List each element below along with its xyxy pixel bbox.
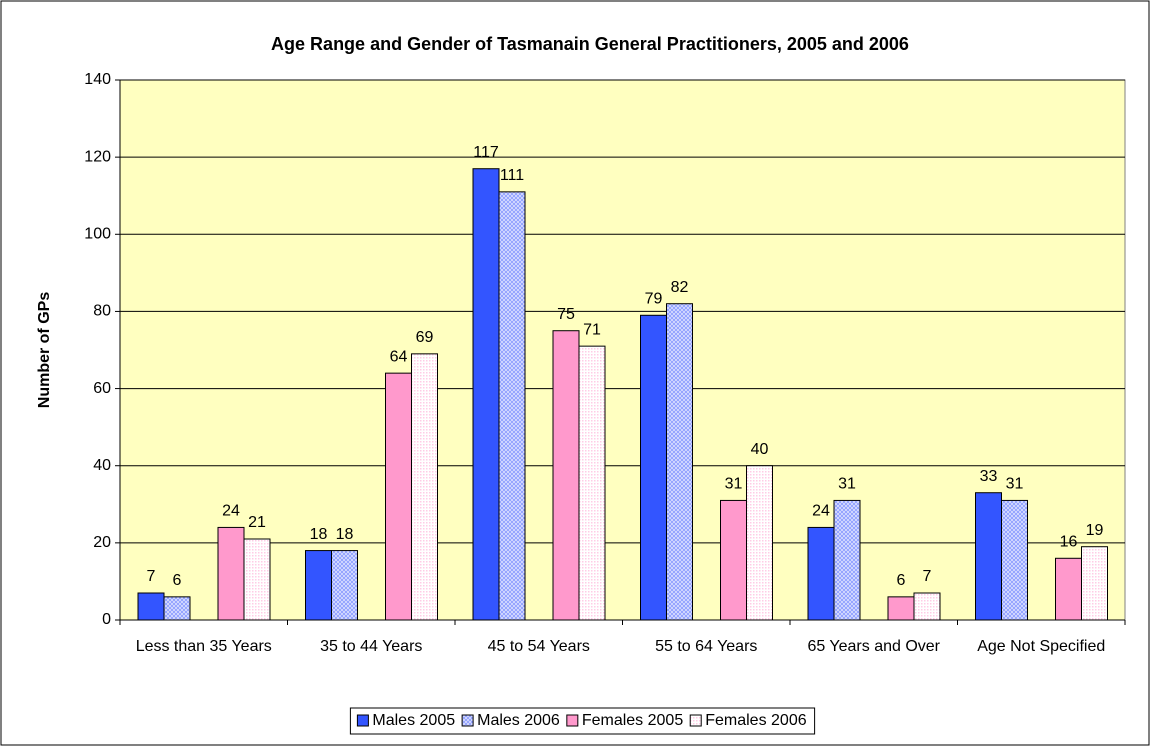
y-tick-label: 60 (93, 380, 111, 397)
data-label: 31 (725, 476, 743, 493)
bar (807, 526, 835, 621)
data-label: 33 (980, 468, 998, 485)
legend-label: Females 2005 (582, 712, 683, 729)
x-tick-label: 45 to 54 Years (487, 638, 590, 655)
bar (887, 596, 915, 621)
data-label: 6 (897, 572, 906, 589)
x-tick-label: 55 to 64 Years (655, 638, 758, 655)
legend-swatch (461, 714, 474, 727)
y-tick-label: 120 (84, 148, 111, 165)
x-tick-label: 35 to 44 Years (320, 638, 423, 655)
plot-area (119, 79, 1126, 621)
y-tick-label: 40 (93, 457, 111, 474)
legend-swatch (566, 714, 579, 727)
data-label: 24 (222, 503, 240, 520)
bar (666, 303, 693, 621)
y-tick-label: 20 (93, 534, 111, 551)
data-label: 19 (1086, 522, 1104, 539)
data-label: 31 (838, 476, 856, 493)
bar (720, 499, 747, 621)
bar (746, 465, 773, 621)
data-label: 69 (416, 329, 434, 346)
legend (349, 707, 816, 735)
data-label: 117 (473, 144, 499, 161)
data-label: 79 (645, 291, 663, 308)
data-label: 82 (671, 279, 689, 296)
x-tick-label: Less than 35 Years (135, 638, 272, 655)
data-label: 6 (173, 572, 182, 589)
bar (472, 168, 500, 621)
y-tick-label: 80 (93, 303, 111, 320)
x-tick-label: 65 Years and Over (807, 638, 941, 655)
bar (385, 372, 412, 621)
bar (1055, 557, 1082, 621)
data-label: 21 (248, 514, 266, 531)
bar (498, 191, 526, 621)
y-axis-label: Number of GPs (36, 292, 53, 409)
bar (305, 550, 332, 621)
chart-title: Age Range and Gender of Tasmanain Genera… (271, 34, 909, 54)
bar (975, 492, 1002, 621)
data-label: 111 (500, 167, 524, 184)
bar (640, 314, 667, 621)
y-tick-label: 0 (102, 611, 111, 628)
legend-swatch (356, 714, 369, 727)
bar (137, 592, 165, 621)
bar (163, 596, 191, 621)
bar (243, 538, 271, 621)
bar (552, 330, 580, 621)
data-label: 18 (310, 526, 328, 543)
data-label: 24 (812, 503, 830, 520)
bar (1001, 499, 1028, 621)
legend-swatch (689, 714, 702, 727)
data-label: 75 (557, 306, 575, 323)
data-label: 18 (336, 526, 354, 543)
bar (1081, 546, 1108, 621)
bar (578, 345, 606, 621)
data-label: 7 (923, 568, 932, 585)
legend-label: Males 2005 (372, 712, 455, 729)
data-label: 71 (583, 321, 601, 338)
bar (331, 550, 358, 621)
bar (411, 353, 438, 621)
legend-label: Males 2006 (477, 712, 560, 729)
y-tick-label: 140 (84, 71, 111, 88)
bar (217, 526, 245, 621)
data-label: 40 (751, 441, 769, 458)
y-tick-label: 100 (84, 226, 111, 243)
data-label: 31 (1006, 476, 1024, 493)
legend-label: Females 2006 (705, 712, 806, 729)
data-label: 7 (147, 568, 156, 585)
bar (913, 592, 941, 621)
data-label: 16 (1060, 534, 1078, 551)
bar (833, 499, 861, 621)
x-tick-label: Age Not Specified (977, 638, 1106, 655)
data-label: 64 (390, 348, 408, 365)
